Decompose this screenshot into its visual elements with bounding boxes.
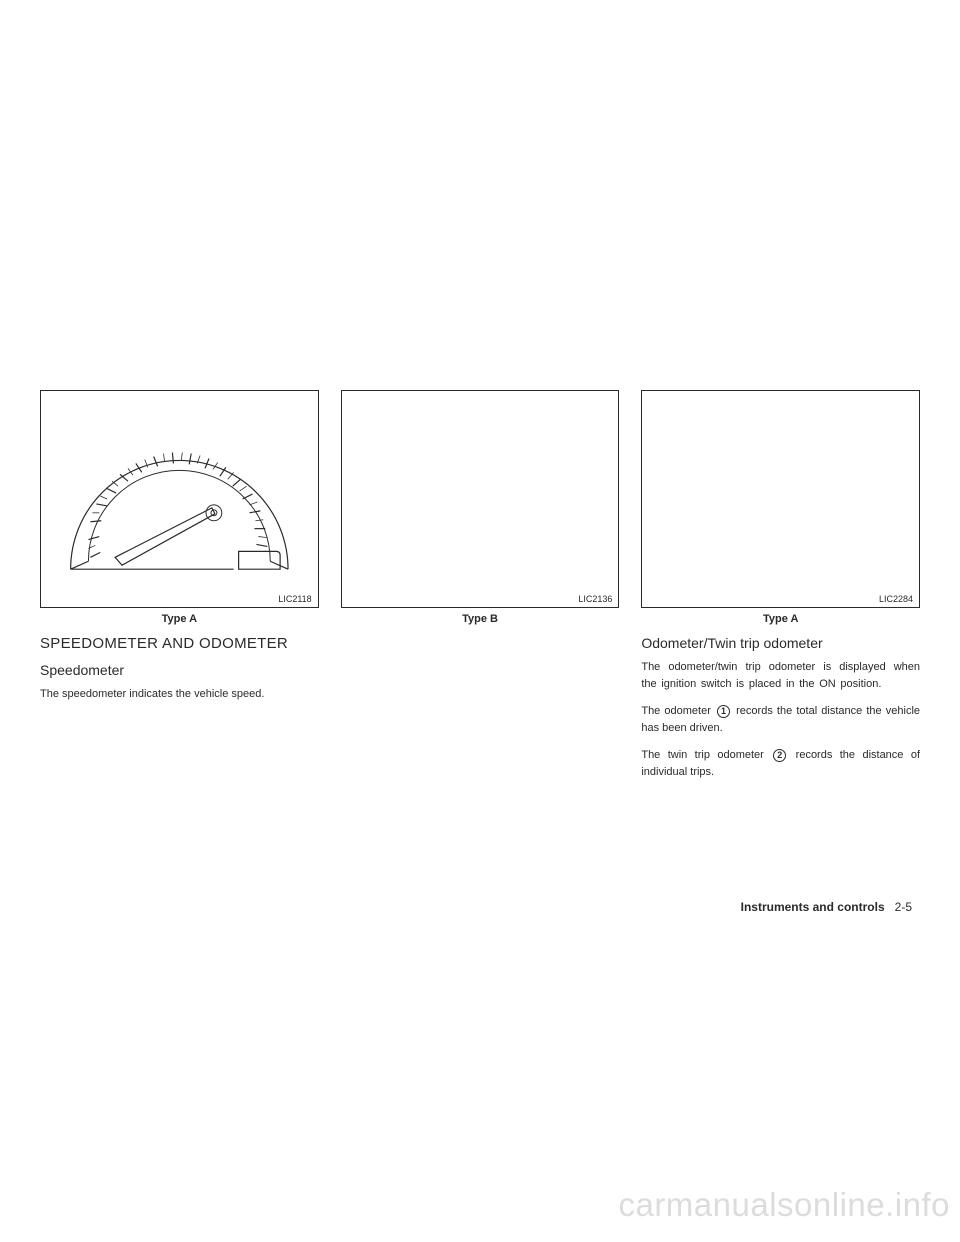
- speedometer-gauge-icon: [41, 391, 318, 607]
- odometer-p1: The odometer/twin trip odometer is displ…: [641, 659, 920, 693]
- footer-page: 2-5: [895, 900, 912, 914]
- odometer-p3: The twin trip odometer 2 records the dis…: [641, 747, 920, 781]
- figure-caption: Type A: [641, 613, 920, 625]
- figure-caption: Type A: [40, 613, 319, 625]
- page-content: LIC2118 Type A SPEEDOMETER AND ODOMETER …: [40, 390, 920, 791]
- figure-box-b: LIC2136: [341, 390, 620, 608]
- speedometer-desc: The speedometer indicates the vehicle sp…: [40, 686, 319, 703]
- column-1: LIC2118 Type A SPEEDOMETER AND ODOMETER …: [40, 390, 319, 791]
- figure-caption: Type B: [341, 613, 620, 625]
- heading-speedometer: Speedometer: [40, 662, 319, 678]
- figure-box-a: LIC2118: [40, 390, 319, 608]
- column-3: LIC2284 Type A Odometer/Twin trip odomet…: [641, 390, 920, 791]
- page-footer: Instruments and controls 2-5: [741, 900, 912, 914]
- figure-code: LIC2136: [578, 594, 612, 604]
- heading-speedometer-odometer: SPEEDOMETER AND ODOMETER: [40, 635, 319, 652]
- figure-box-c: LIC2284: [641, 390, 920, 608]
- circled-number-2-icon: 2: [773, 749, 786, 762]
- columns-row: LIC2118 Type A SPEEDOMETER AND ODOMETER …: [40, 390, 920, 791]
- column-2: LIC2136 Type B: [341, 390, 620, 791]
- heading-odometer: Odometer/Twin trip odometer: [641, 635, 920, 651]
- footer-section: Instruments and controls: [741, 900, 885, 914]
- figure-code: LIC2284: [879, 594, 913, 604]
- p2-part-a: The odometer: [641, 705, 715, 717]
- circled-number-1-icon: 1: [717, 705, 730, 718]
- odometer-p2: The odometer 1 records the total distanc…: [641, 703, 920, 737]
- figure-code: LIC2118: [278, 594, 311, 604]
- p3-part-a: The twin trip odometer: [641, 749, 771, 761]
- watermark: carmanualsonline.info: [618, 1186, 950, 1224]
